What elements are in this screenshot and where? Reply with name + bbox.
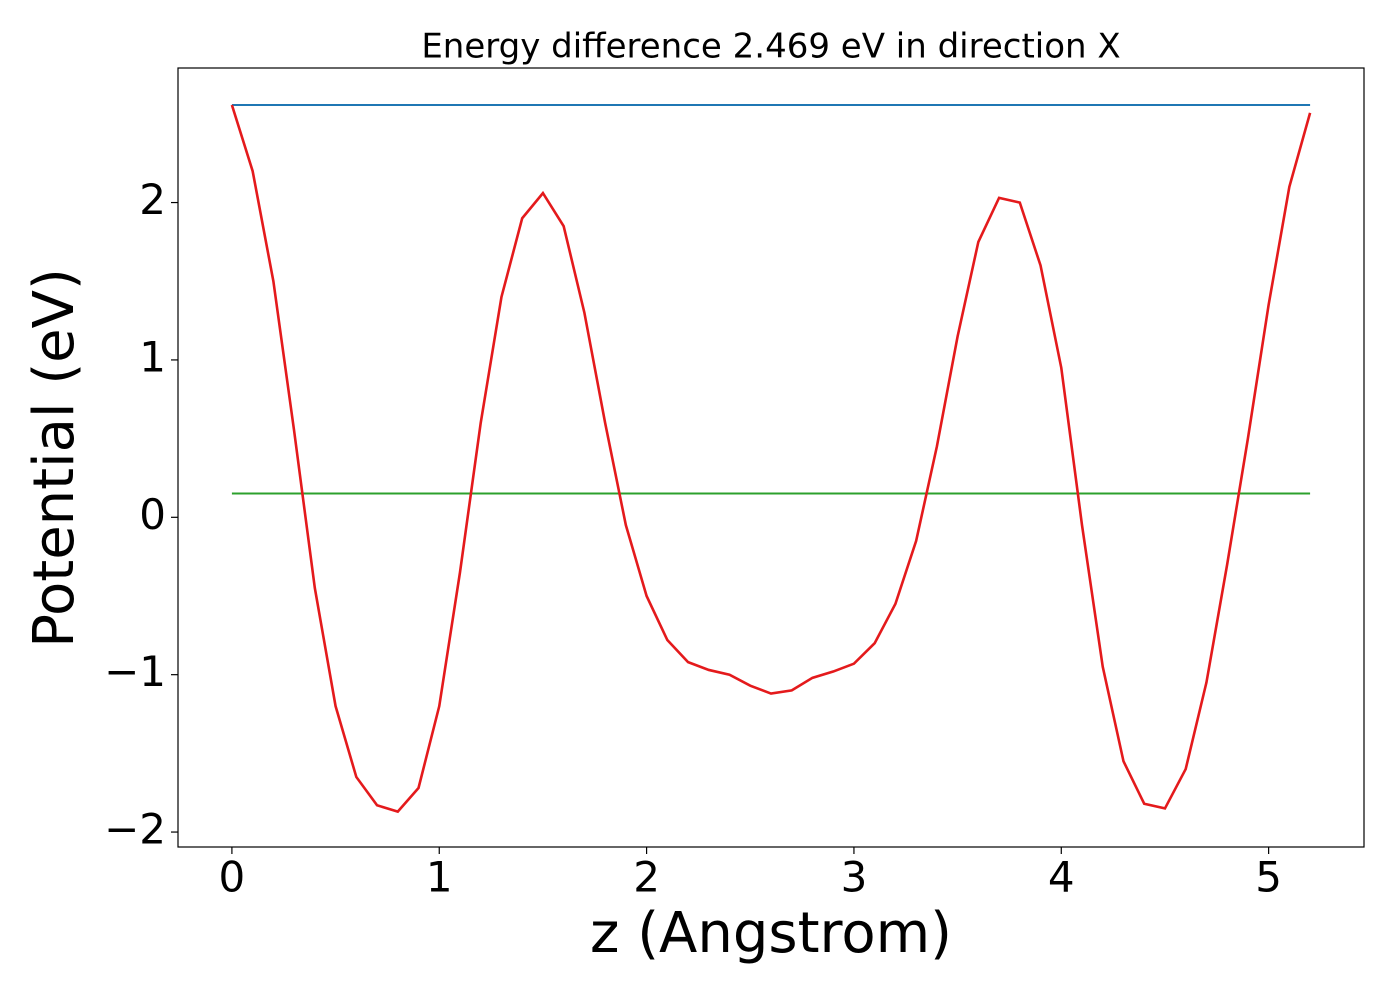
y-axis-label: Potential (eV) — [22, 268, 87, 648]
x-tick-label: 3 — [841, 853, 868, 902]
x-tick-label: 4 — [1048, 853, 1075, 902]
x-axis-label: z (Angstrom) — [590, 901, 952, 966]
y-tick-label: 1 — [139, 332, 166, 381]
x-tick-label: 0 — [219, 853, 246, 902]
y-tick-label: −2 — [104, 805, 166, 854]
x-tick-label: 1 — [426, 853, 453, 902]
y-tick-label: −1 — [104, 647, 166, 696]
plot-frame — [177, 67, 1365, 848]
y-tick-label: 0 — [139, 490, 166, 539]
chart-title: Energy difference 2.469 eV in direction … — [421, 27, 1120, 67]
x-tick-label: 5 — [1255, 853, 1282, 902]
x-tick-label: 2 — [633, 853, 660, 902]
series-line — [230, 104, 1312, 814]
y-tick-label: 2 — [139, 175, 166, 224]
